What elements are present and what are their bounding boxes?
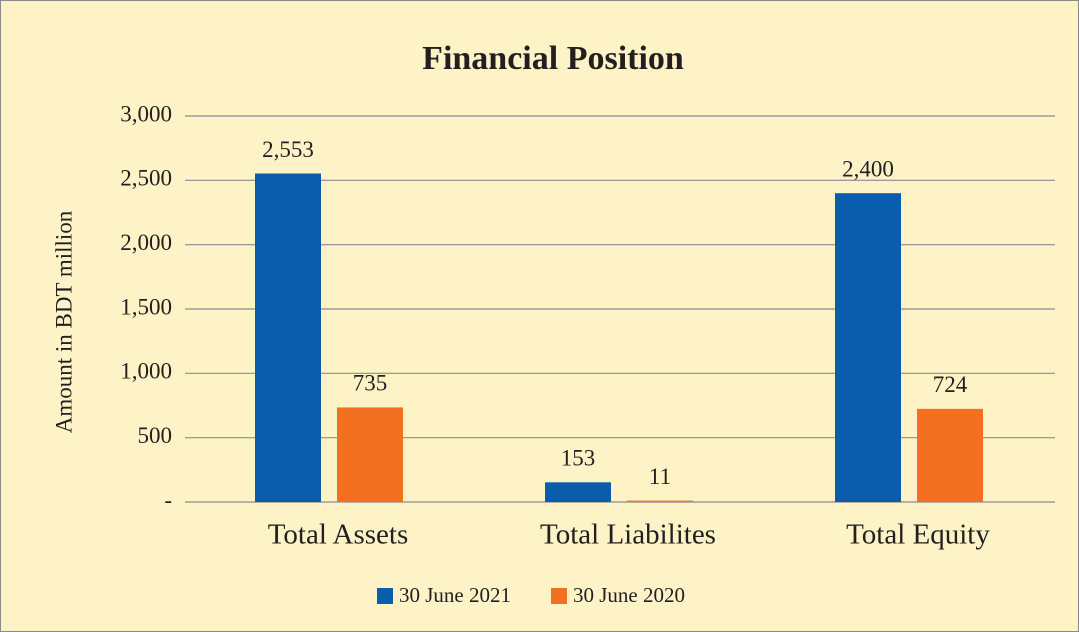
legend-swatch [551, 588, 567, 604]
value-label: 735 [353, 371, 388, 396]
legend-label: 30 June 2021 [399, 583, 511, 607]
bar [627, 500, 693, 502]
y-tick-label: 500 [138, 423, 173, 448]
value-label: 11 [649, 464, 671, 489]
value-label: 724 [933, 372, 968, 397]
bar [835, 193, 901, 502]
y-tick-label: - [164, 487, 172, 512]
chart-title: Financial Position [422, 40, 684, 77]
y-tick-label: 3,000 [120, 101, 172, 126]
x-tick-label: Total Assets [268, 519, 409, 551]
value-label: 2,553 [262, 137, 314, 162]
bar [337, 407, 403, 502]
legend-label: 30 June 2020 [573, 583, 685, 607]
y-tick-label: 2,500 [120, 166, 172, 191]
bar [917, 408, 983, 502]
y-tick-label: 1,000 [120, 359, 172, 384]
x-tick-label: Total Liabilites [540, 519, 716, 551]
x-tick-label: Total Equity [846, 519, 990, 551]
bar [255, 173, 321, 502]
bar [545, 482, 611, 502]
y-axis-label: Amount in BDT million [51, 210, 76, 433]
y-tick-label: 2,000 [120, 230, 172, 255]
y-tick-label: 1,500 [120, 294, 172, 319]
value-label: 153 [561, 446, 596, 471]
value-label: 2,400 [842, 156, 894, 181]
legend-swatch [377, 588, 393, 604]
